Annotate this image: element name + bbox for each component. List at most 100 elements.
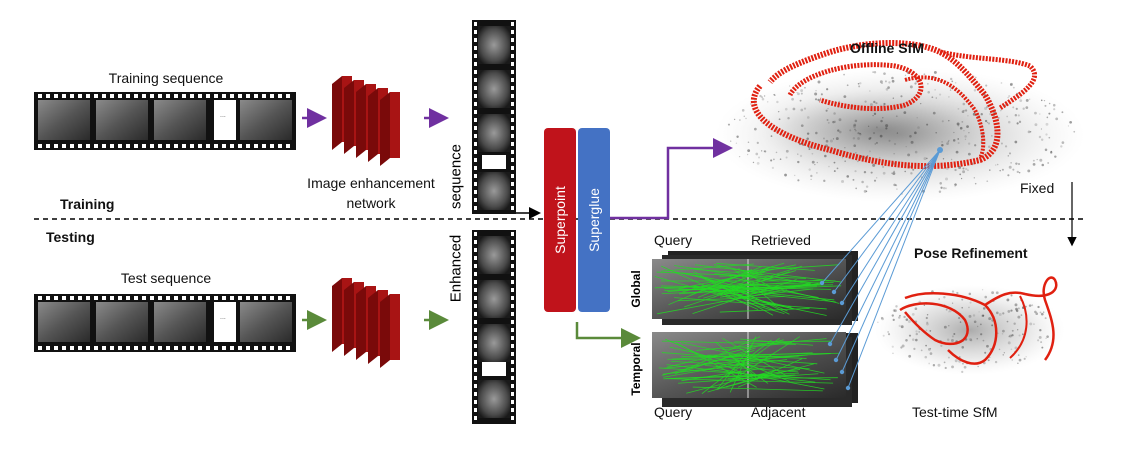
cloud-point <box>1012 359 1013 360</box>
cloud-point <box>857 161 859 163</box>
cloud-point <box>817 162 818 163</box>
network-layer-side <box>368 88 378 162</box>
cloud-point <box>1021 314 1023 316</box>
cloud-point <box>988 145 991 148</box>
cloud-point <box>754 128 757 131</box>
cloud-point <box>1029 99 1030 100</box>
cloud-point <box>933 112 936 115</box>
cloud-point <box>965 109 967 111</box>
perforation <box>511 62 514 66</box>
perforation <box>142 94 146 98</box>
perforation <box>238 296 242 300</box>
cloud-point <box>1011 348 1013 350</box>
cloud-point <box>1013 323 1015 325</box>
network-layer-side <box>344 80 354 154</box>
perforation <box>246 144 250 148</box>
cloud-point <box>808 168 810 170</box>
cloud-point <box>1041 100 1043 102</box>
network-layer-front <box>390 92 400 158</box>
cloud-point <box>1018 114 1020 116</box>
cloud-point <box>969 293 972 296</box>
cloud-point <box>948 120 949 121</box>
cloud-point <box>1012 106 1014 108</box>
perforation <box>134 346 138 350</box>
cloud-point <box>929 330 931 332</box>
cloud-point <box>904 171 905 172</box>
perforation <box>511 22 514 26</box>
cloud-point <box>991 324 993 326</box>
cloud-point <box>761 150 762 151</box>
cloud-point <box>1053 108 1055 110</box>
perforation <box>174 296 178 300</box>
cloud-point <box>1041 347 1043 349</box>
perforation <box>190 144 194 148</box>
cloud-point <box>907 153 910 156</box>
retrieved-label: Retrieved <box>751 232 811 248</box>
perforation <box>246 94 250 98</box>
perforation <box>62 296 66 300</box>
perforation <box>54 346 58 350</box>
perforation <box>511 174 514 178</box>
cloud-point <box>870 103 873 106</box>
cloud-point <box>807 116 810 119</box>
cloud-point <box>1007 321 1009 323</box>
perforation <box>474 78 477 82</box>
perforation <box>198 296 202 300</box>
perforation <box>511 118 514 122</box>
training-sequence-label: Training sequence <box>109 70 224 86</box>
cloud-point <box>855 188 857 190</box>
cloud-point <box>793 108 796 111</box>
cloud-point <box>786 157 788 159</box>
cloud-point <box>909 335 911 337</box>
cloud-point <box>879 157 881 159</box>
cloud-point <box>1002 333 1004 335</box>
cloud-point <box>778 111 779 112</box>
perforation <box>238 144 242 148</box>
cloud-point <box>1034 123 1037 126</box>
cloud-point <box>1012 330 1014 332</box>
cloud-point <box>846 175 849 178</box>
cloud-point <box>980 323 982 325</box>
perforation <box>150 144 154 148</box>
perforation <box>182 296 186 300</box>
cloud-point <box>843 74 845 76</box>
cloud-point <box>736 136 738 138</box>
cloud-point <box>905 75 906 76</box>
perforation <box>511 78 514 82</box>
cloud-point <box>908 320 911 323</box>
query-bottom-label: Query <box>654 404 692 420</box>
enhanced-label: Enhanced <box>448 229 465 309</box>
cloud-point <box>924 356 927 359</box>
cloud-point <box>980 333 982 335</box>
perforation <box>474 248 477 252</box>
perforation <box>511 400 514 404</box>
cloud-point <box>947 339 949 341</box>
cloud-point <box>1068 125 1069 126</box>
cloud-point <box>834 170 836 172</box>
cloud-point <box>1053 104 1056 107</box>
cloud-point <box>960 321 962 323</box>
perforation <box>511 288 514 292</box>
cloud-point <box>888 333 890 335</box>
cloud-point <box>1073 131 1075 133</box>
cloud-point <box>1017 362 1019 364</box>
perforation <box>78 346 82 350</box>
perforation <box>166 346 170 350</box>
cloud-point <box>951 365 954 368</box>
cloud-point <box>912 169 914 171</box>
cloud-point <box>944 326 947 329</box>
cloud-point <box>928 363 930 365</box>
cloud-point <box>800 155 802 157</box>
cloud-point <box>1014 141 1017 144</box>
cloud-point <box>844 161 845 162</box>
cloud-point <box>1018 307 1020 309</box>
perforation <box>474 288 477 292</box>
cloud-point <box>915 151 918 154</box>
perforation <box>70 144 74 148</box>
pose-link-point <box>840 301 844 305</box>
arrow-to-matching <box>577 322 636 338</box>
cloud-point <box>912 338 915 341</box>
cloud-point <box>748 141 750 143</box>
cloud-point <box>946 142 949 145</box>
cloud-point <box>943 296 945 298</box>
